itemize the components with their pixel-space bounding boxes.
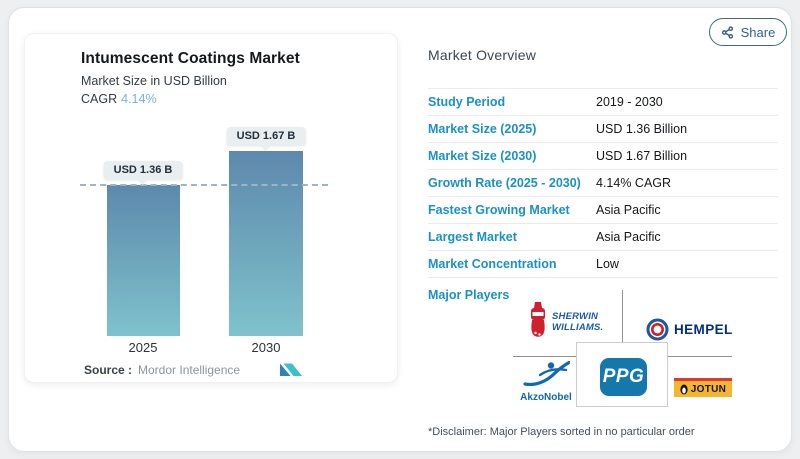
connector-line [668, 356, 732, 357]
mordor-intelligence-logo-icon [280, 363, 302, 376]
akzonobel-figure-icon [523, 360, 571, 387]
row-label: Market Concentration [428, 257, 557, 271]
table-row: Growth Rate (2025 - 2030) 4.14% CAGR [428, 170, 778, 197]
table-row: Market Concentration Low [428, 251, 778, 278]
player-logo-hempel: HEMPEL [646, 311, 733, 347]
player-logo-jotun: JOTUN [674, 378, 732, 397]
row-label: Growth Rate (2025 - 2030) [428, 176, 581, 190]
hempel-wordmark: HEMPEL [674, 321, 733, 337]
table-row: Largest Market Asia Pacific [428, 224, 778, 251]
source-attribution: Source : Mordor Intelligence [84, 363, 240, 377]
disclaimer-text: *Disclaimer: Major Players sorted in no … [428, 426, 695, 438]
share-button-label: Share [740, 24, 776, 40]
row-label: Fastest Growing Market [428, 203, 570, 217]
x-axis-label: 2025 [128, 340, 158, 355]
row-label: Largest Market [428, 230, 517, 244]
akzonobel-wordmark: AkzoNobel [520, 392, 572, 403]
row-value: Asia Pacific [596, 230, 661, 244]
bar-value-tooltip: USD 1.67 B [226, 126, 306, 146]
row-label: Market Size (2030) [428, 149, 537, 163]
share-button[interactable]: Share [709, 18, 787, 46]
bar-value-tooltip: USD 1.36 B [103, 161, 183, 181]
row-label: Market Size (2025) [428, 122, 537, 136]
sherwin-williams-wordmark: SHERWIN WILLIAMS. [552, 311, 604, 333]
sherwin-williams-paint-can-icon [531, 302, 545, 337]
jotun-penguin-icon [680, 384, 688, 394]
row-value: 2019 - 2030 [596, 95, 663, 109]
row-value: Low [596, 257, 619, 271]
table-row: Fastest Growing Market Asia Pacific [428, 197, 778, 224]
cagr-value: 4.14% [121, 92, 157, 106]
chart-subtitle: Market Size in USD Billion [81, 74, 227, 88]
market-chart-card: USD 1.36 B USD 1.67 B Intumescent Coatin… [24, 33, 398, 383]
bar [107, 185, 180, 336]
source-label: Source : [84, 363, 133, 377]
jotun-wordmark: JOTUN [690, 383, 727, 395]
share-icon [721, 25, 733, 39]
row-value: USD 1.67 Billion [596, 149, 688, 163]
hempel-rings-icon [646, 318, 669, 340]
connector-line [513, 356, 576, 357]
row-value: USD 1.36 Billion [596, 122, 688, 136]
source-value: Mordor Intelligence [138, 363, 241, 377]
table-row: Market Size (2025) USD 1.36 Billion [428, 116, 778, 143]
baseline-dash [80, 184, 328, 187]
row-value: 4.14% CAGR [596, 176, 672, 190]
row-value: Asia Pacific [596, 203, 661, 217]
connector-line [622, 290, 623, 342]
x-axis-label: 2030 [251, 340, 281, 355]
bar-chart: USD 1.36 B USD 1.67 B [25, 34, 399, 336]
player-logo-sherwin-williams: SHERWIN WILLIAMS. [528, 301, 603, 339]
table-row: Study Period 2019 - 2030 [428, 89, 778, 116]
report-card: USD 1.36 B USD 1.67 B Intumescent Coatin… [8, 7, 792, 452]
row-label: Study Period [428, 95, 506, 109]
cagr-label: CAGR [81, 92, 118, 106]
bar [229, 150, 303, 336]
chart-title: Intumescent Coatings Market [81, 50, 300, 67]
major-players-label: Major Players [428, 288, 510, 302]
panel-heading: Market Overview [428, 47, 537, 63]
table-row: Market Size (2030) USD 1.67 Billion [428, 143, 778, 170]
chart-cagr: CAGR 4.14% [81, 92, 157, 106]
player-logo-ppg: PPG [600, 358, 647, 396]
player-logo-akzonobel: AkzoNobel [517, 360, 575, 403]
overview-table: Study Period 2019 - 2030 Market Size (20… [428, 88, 778, 278]
